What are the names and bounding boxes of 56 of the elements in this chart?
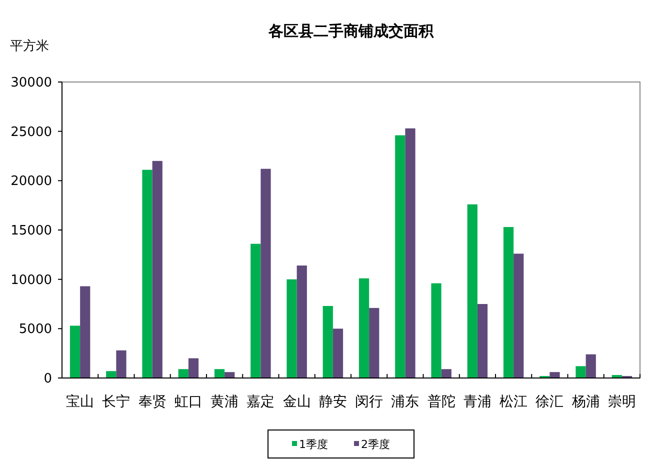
x-tick-label: 闵行	[355, 394, 384, 410]
x-tick-label: 徐汇	[536, 394, 564, 410]
y-tick-label: 25000	[10, 124, 52, 140]
bar	[80, 286, 90, 378]
x-tick-label: 黄浦	[210, 394, 239, 410]
bar	[467, 204, 478, 378]
bar	[70, 326, 80, 378]
x-tick-label: 崇明	[608, 394, 636, 410]
y-tick-label: 15000	[10, 224, 52, 238]
bar	[503, 227, 514, 378]
y-axis-title: 平方米	[10, 38, 49, 54]
bar	[576, 366, 586, 378]
bar	[586, 354, 596, 378]
x-tick-label: 杨浦	[570, 394, 600, 410]
x-tick-label: 奉贤	[138, 394, 166, 410]
bar	[142, 170, 152, 378]
x-tick-label: 浦东	[391, 394, 420, 410]
bar	[514, 254, 524, 378]
x-tick-label: 青浦	[463, 394, 492, 410]
bar	[178, 369, 188, 378]
chart-title: 各区县二手商铺成交面积	[268, 22, 434, 40]
bar	[250, 244, 261, 378]
legend-label: 1季度	[299, 438, 328, 451]
bar	[116, 350, 126, 378]
bar	[550, 372, 560, 378]
bar	[286, 279, 297, 378]
y-tick-label: 20000	[10, 174, 52, 190]
bar	[441, 369, 452, 378]
bar	[477, 304, 488, 378]
x-tick-label: 松江	[500, 394, 528, 410]
bar	[224, 372, 235, 378]
legend-label: 2季度	[361, 438, 390, 451]
bar	[369, 308, 380, 378]
y-tick-label: 30000	[10, 76, 52, 90]
bar	[188, 358, 199, 378]
bar	[214, 369, 225, 378]
bar	[152, 160, 162, 378]
y-tick-label: 5000	[18, 322, 52, 338]
bar	[405, 128, 416, 378]
x-tick-label: 普陀	[427, 393, 456, 410]
x-tick-label: 长宁	[102, 394, 130, 410]
x-tick-label: 静安	[318, 394, 347, 410]
bar	[296, 266, 307, 378]
x-tick-label: 虹口	[174, 394, 202, 410]
y-tick-label: 10000	[10, 272, 52, 288]
bar	[260, 168, 271, 378]
x-tick-label: 嘉定	[246, 394, 275, 410]
bar	[106, 371, 116, 378]
bar	[358, 278, 370, 378]
x-tick-label: 宝山	[66, 394, 94, 410]
bar	[431, 283, 442, 378]
bar	[395, 135, 406, 378]
y-tick-label: 0	[44, 372, 52, 386]
bar	[322, 306, 333, 378]
bar	[332, 328, 344, 378]
x-tick-label: 金山	[282, 394, 311, 410]
